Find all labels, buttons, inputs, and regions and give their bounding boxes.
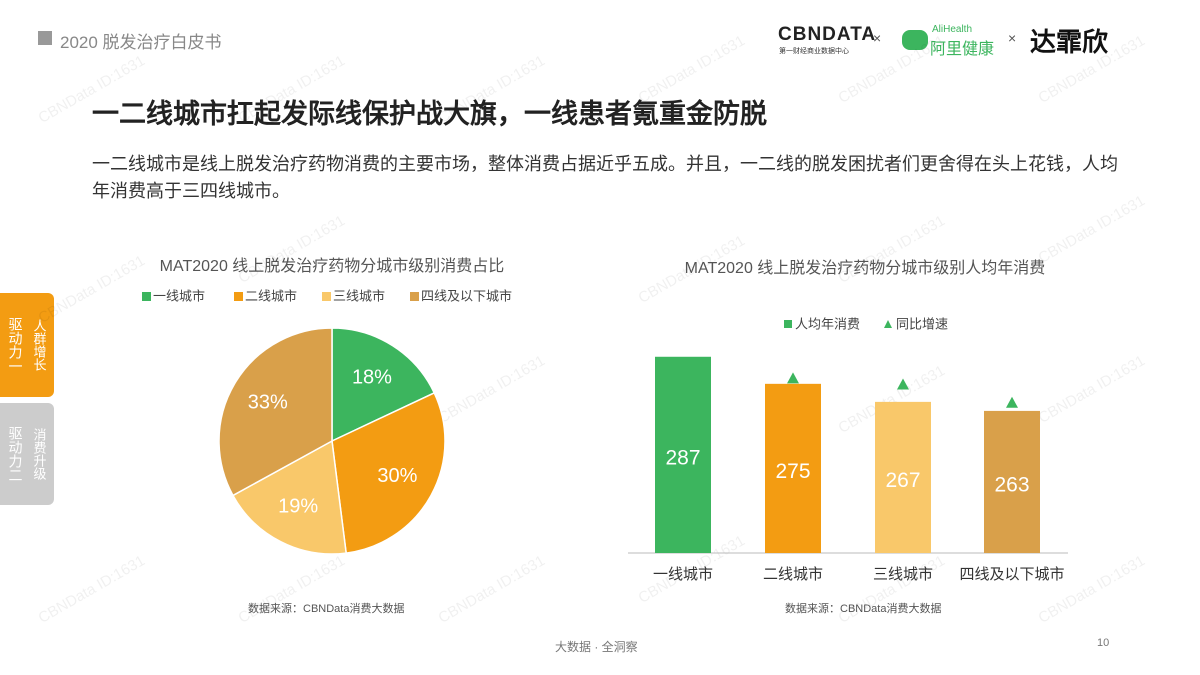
tab-active[interactable]: 驱动力一 人群增长	[0, 293, 54, 397]
x-tick-label: 二线城市	[763, 566, 823, 583]
legend-swatch	[410, 292, 419, 301]
chart-title: MAT2020 线上脱发治疗药物分城市级别人均年消费	[684, 260, 1046, 277]
legend-label: 人均年消费	[795, 316, 860, 331]
bar	[765, 383, 821, 553]
x-tick-label: 三线城市	[873, 566, 933, 583]
source: 数据来源：CBNData消费大数据	[248, 603, 405, 615]
watermark: CBNData ID:1631	[235, 52, 347, 127]
legend-swatch	[784, 320, 792, 328]
data-label: 275	[775, 460, 810, 483]
legend-swatch	[142, 292, 151, 301]
growth-marker	[897, 378, 909, 390]
watermark: CBNData ID:1631	[35, 552, 147, 627]
x-tick-label: 四线及以下城市	[959, 566, 1064, 583]
logo-ali: 阿里健康	[930, 41, 995, 58]
watermark: CBNData ID:1631	[235, 552, 347, 627]
data-label: 18%	[352, 366, 392, 388]
page-number: 10	[1097, 637, 1110, 649]
header-mark	[38, 31, 52, 45]
data-label: 19%	[278, 496, 318, 518]
tab-sub: 人群增长	[31, 319, 47, 371]
watermark: CBNData ID:1631	[435, 552, 547, 627]
legend-marker	[884, 320, 892, 328]
source: 数据来源：CBNData消费大数据	[785, 603, 942, 615]
logo-sep: ×	[1008, 30, 1017, 46]
watermark: CBNData ID:1631	[35, 52, 147, 127]
watermark: CBNData ID:1631	[835, 32, 947, 107]
watermark: CBNData ID:1631	[1035, 32, 1147, 107]
watermark: CBNData ID:1631	[835, 552, 947, 627]
report-name: 2020 脱发治疗白皮书	[60, 33, 222, 52]
pie-slice	[218, 327, 333, 497]
watermark: CBNData ID:1631	[435, 352, 547, 427]
legend-label: 同比增速	[896, 316, 948, 331]
legend-label: 三线城市	[333, 288, 385, 303]
pie-slice	[331, 327, 436, 443]
x-tick-label: 一线城市	[653, 566, 713, 583]
tab-label: 驱动力二	[7, 426, 24, 482]
legend-swatch	[234, 292, 243, 301]
logo-ali-en: AliHealth	[932, 24, 973, 35]
bar	[984, 410, 1040, 553]
legend-label: 一线城市	[153, 288, 205, 303]
pie-slice	[331, 391, 446, 554]
logo-cbn: CBNDATA	[778, 24, 877, 45]
logo-sep: ×	[873, 30, 882, 46]
growth-marker	[1006, 396, 1018, 408]
tab-label: 驱动力一	[7, 317, 24, 373]
pie-slice	[231, 439, 348, 555]
data-label: 30%	[377, 465, 417, 487]
data-label: 33%	[248, 391, 288, 413]
watermark: CBNData ID:1631	[235, 212, 347, 287]
legend-swatch	[322, 292, 331, 301]
logo-cbn-sub: 第一财经商业数据中心	[779, 48, 849, 55]
watermark: CBNData ID:1631	[635, 232, 747, 307]
watermark: CBNData ID:1631	[1035, 552, 1147, 627]
chart-title: MAT2020 线上脱发治疗药物分城市级别消费占比	[159, 258, 505, 275]
body-text: 一二线城市是线上脱发治疗药物消费的主要市场，整体消费占据近乎五成。并且，一二线的…	[92, 154, 1118, 201]
logo-dfx: 达霏欣	[1030, 27, 1109, 57]
legend-label: 四线及以下城市	[421, 288, 512, 303]
watermark: CBNData ID:1631	[435, 52, 547, 127]
data-label: 263	[994, 473, 1029, 496]
watermark: CBNData ID:1631	[635, 32, 747, 107]
bar	[875, 401, 931, 553]
watermark: CBNData ID:1631	[1035, 352, 1147, 427]
tab[interactable]: 驱动力二 消费升级	[0, 403, 54, 505]
bar	[655, 356, 711, 553]
data-label: 287	[665, 446, 700, 469]
slide-title: 一二线城市扛起发际线保护战大旗，一线患者氪重金防脱	[92, 99, 767, 129]
watermark: CBNData ID:1631	[1035, 192, 1147, 267]
legend-label: 二线城市	[245, 288, 297, 303]
footer-tagline: 大数据 · 全洞察	[555, 640, 638, 654]
growth-marker	[787, 372, 799, 384]
watermark: CBNData ID:1631	[835, 212, 947, 287]
data-label: 267	[885, 469, 920, 492]
tab-sub: 消费升级	[31, 428, 47, 480]
logo-ali-icon	[902, 30, 928, 50]
watermark: CBNData ID:1631	[35, 252, 147, 327]
